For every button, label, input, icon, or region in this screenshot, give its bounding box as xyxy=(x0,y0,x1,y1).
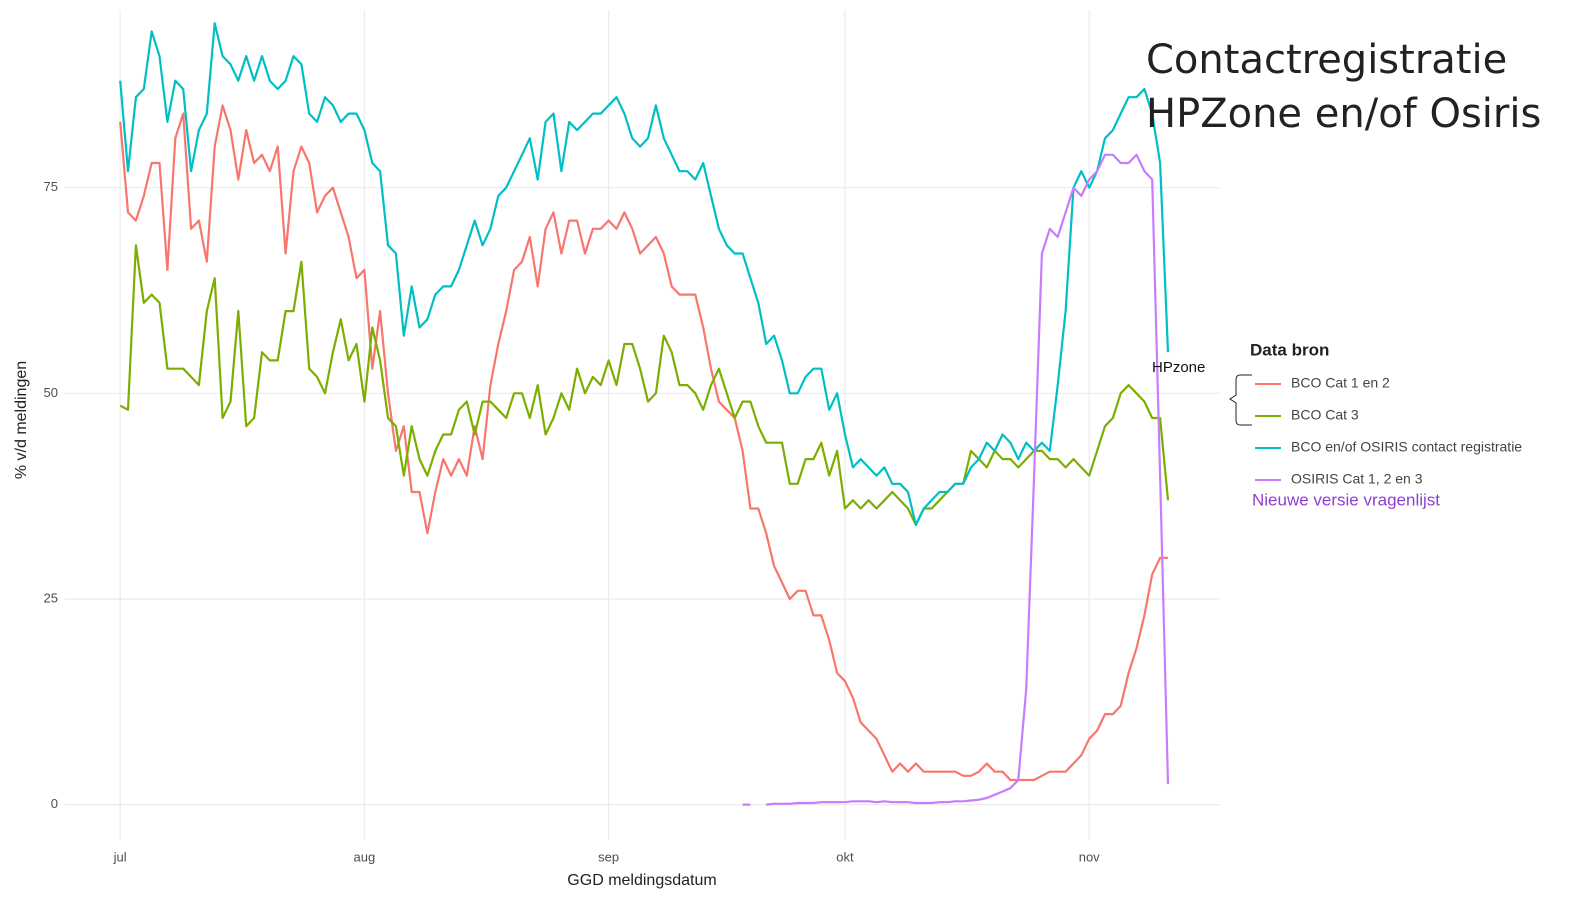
x-axis-title: GGD meldingsdatum xyxy=(567,872,716,889)
plot: 0 25 50 75 jul aug sep okt nov BCO Cat 1 en 2 BCO … xyxy=(44,10,1522,864)
annotation: HPzone xyxy=(1152,359,1205,376)
legend-label: OSIRIS Cat 1, 2 en 3 xyxy=(1291,471,1423,487)
chart-title: Contactregistratie xyxy=(1146,37,1507,83)
series-line xyxy=(119,244,1170,526)
legend-label: BCO Cat 1 en 2 xyxy=(1291,375,1390,391)
y-tick-label: 0 xyxy=(51,796,58,811)
legend-title: Data bron xyxy=(1250,340,1329,359)
x-tick-label: okt xyxy=(836,849,854,864)
x-tick-label: jul xyxy=(113,849,127,864)
x-tick-label: nov xyxy=(1079,849,1100,864)
y-tick-label: 25 xyxy=(44,590,58,605)
annotation: Nieuwe versie vragenlijst xyxy=(1252,490,1440,509)
bracket xyxy=(1229,374,1252,426)
x-tick-label: aug xyxy=(354,849,376,864)
y-tick-label: 50 xyxy=(44,385,58,400)
x-tick-label: sep xyxy=(598,849,619,864)
series-line xyxy=(119,22,1170,526)
legend-label: BCO en/of OSIRIS contact registratie xyxy=(1291,439,1522,455)
legend-label: BCO Cat 3 xyxy=(1291,407,1359,423)
y-tick-label: 75 xyxy=(44,179,58,194)
y-axis-title: % v/d meldingen xyxy=(13,361,30,479)
series-line xyxy=(119,104,1168,782)
chart-title: HPZone en/of Osiris xyxy=(1146,91,1541,137)
series-line xyxy=(742,153,1170,806)
